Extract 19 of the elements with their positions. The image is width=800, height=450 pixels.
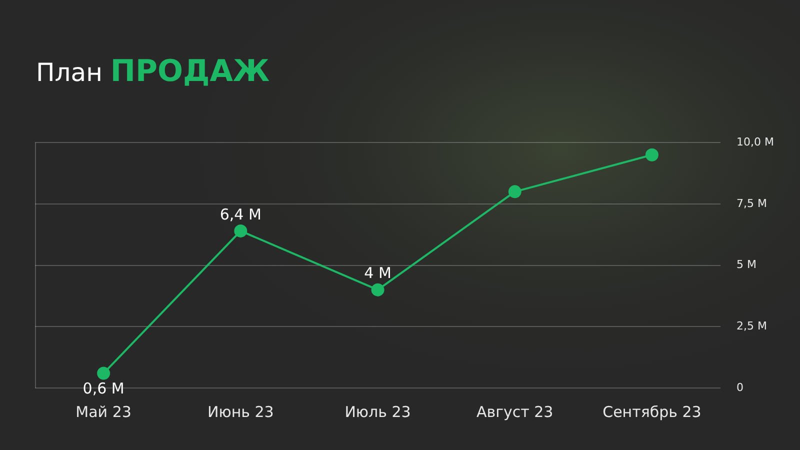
- y-tick-label: 0: [736, 380, 744, 394]
- y-tick-label: 5 M: [736, 258, 757, 272]
- y-tick-label: 7,5 M: [736, 196, 768, 210]
- point: [645, 148, 658, 162]
- data-label: 4 M: [364, 264, 392, 282]
- point: [371, 283, 384, 296]
- data-label: 6,4 M: [220, 205, 262, 224]
- chart-title: План ПРОДАЖ: [36, 54, 270, 89]
- x-tick-label: Сентябрь 23: [602, 402, 702, 421]
- x-tick-label: Июнь 23: [207, 402, 274, 421]
- point: [508, 185, 522, 198]
- x-tick-label: Август 23: [476, 402, 554, 421]
- y-tick-label: 2,5 M: [736, 320, 768, 333]
- point: [97, 366, 110, 380]
- y-tick-label: 10,0 M: [736, 135, 774, 148]
- x-tick-label: Май 23: [76, 402, 132, 421]
- point: [234, 224, 248, 238]
- x-tick-label: Июль 23: [344, 402, 411, 421]
- data-label: 0,6 M: [82, 380, 124, 398]
